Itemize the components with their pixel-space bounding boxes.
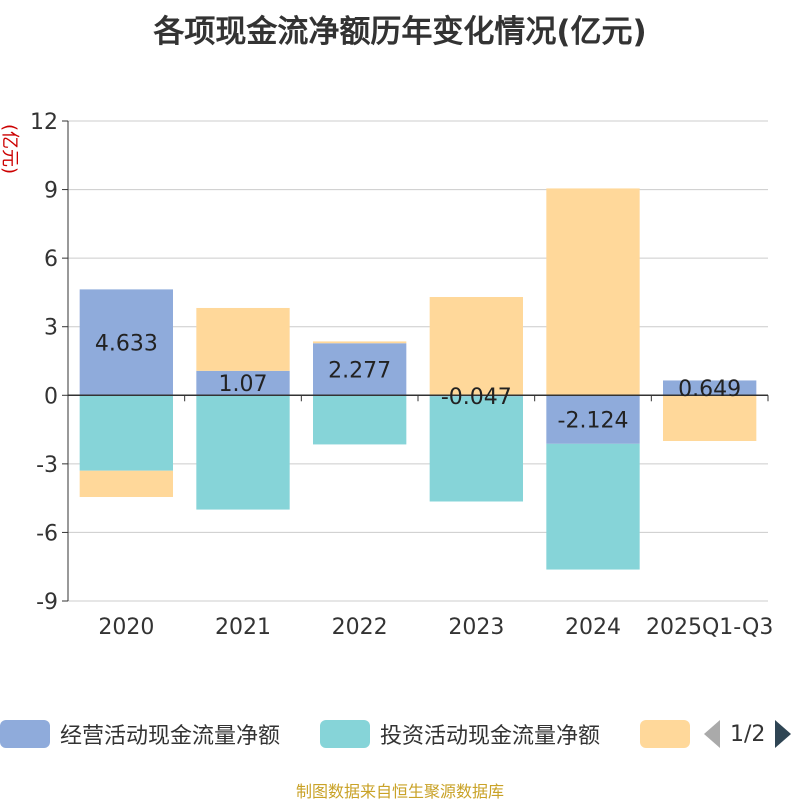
bar-investing [79,395,173,471]
legend-page-indicator: 1/2 [730,721,766,747]
legend-label: 经营活动现金流量净额 [60,724,281,749]
data-label: -2.124 [558,409,629,434]
data-label: -0.047 [441,385,512,410]
legend-label: 投资活动现金流量净额 [380,724,601,749]
legend-swatch [320,720,370,748]
next-page-icon[interactable] [775,720,792,748]
legend-item-financing[interactable] [640,714,700,754]
bar-financing [79,470,173,497]
bar-investing [313,395,407,445]
prev-page-icon[interactable] [704,720,720,748]
legend: 经营活动现金流量净额 投资活动现金流量净额 1/2 [0,714,800,754]
data-label: 1.07 [219,372,268,397]
bar-financing [663,395,757,441]
bar-operating [313,343,407,396]
y-tick-label: -9 [36,590,58,615]
y-tick-label: 0 [44,384,58,409]
y-tick-label: 6 [44,247,58,272]
bar-financing [196,307,290,371]
y-tick-label: -3 [36,453,58,478]
data-label: 2.277 [328,358,391,383]
data-label: 0.649 [678,377,741,402]
y-tick-label: -6 [36,521,58,546]
x-tick-label: 2020 [98,615,154,640]
y-tick-label: 9 [44,179,58,204]
y-tick-label: 12 [30,110,58,135]
bar-investing [429,396,523,502]
x-tick-label: 2025Q1-Q3 [646,615,773,640]
bar-operating [546,395,640,444]
x-tick-label: 2021 [215,615,271,640]
legend-item-operating[interactable]: 经营活动现金流量净额 [0,714,280,754]
bar-financing [429,297,523,396]
legend-item-investing[interactable]: 投资活动现金流量净额 [320,714,600,754]
legend-swatch [0,720,50,748]
bar-operating [79,289,173,396]
data-label: 4.633 [95,331,158,356]
legend-swatch [640,720,690,748]
bar-operating [663,380,757,396]
x-tick-label: 2022 [332,615,388,640]
stacked-bar-chart: 12 9 6 3 0 -3 -6 -9 4.633 1.07 2.277 -0.047 -2.124 0.… [30,110,773,640]
x-tick-label: 2024 [565,615,621,640]
bar-financing [313,341,407,344]
bar-investing [196,395,290,510]
y-tick-label: 3 [44,316,58,341]
chart-title: 各项现金流净额历年变化情况(亿元) [153,14,647,50]
bar-investing [546,443,640,570]
bar-financing [546,188,640,396]
legend-pager: 1/2 [704,714,792,754]
x-tick-label: 2023 [448,615,504,640]
bar-operating [196,370,290,396]
data-source-note: 制图数据来自恒生聚源数据库 [295,782,504,801]
